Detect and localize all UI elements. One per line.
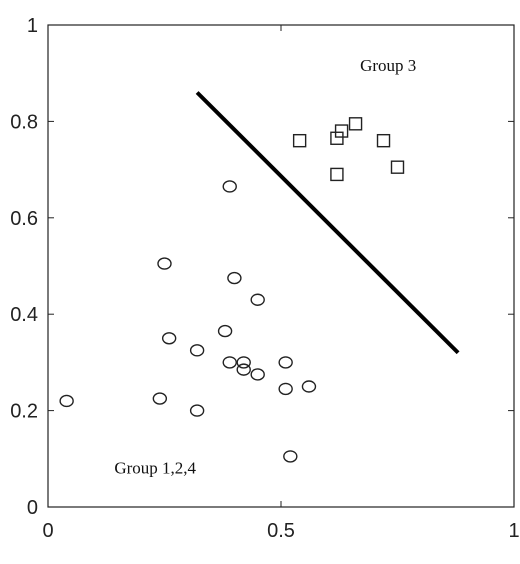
decision-boundary-line [195, 91, 460, 355]
data-point-square [330, 131, 344, 145]
x-tick-label: 0.5 [267, 520, 295, 542]
group-annotation: Group 1,2,4 [114, 458, 196, 477]
plot-area [47, 24, 515, 508]
y-tick-label: 1 [27, 15, 38, 37]
data-point-square [376, 133, 391, 148]
x-tick-label: 0 [42, 520, 53, 542]
data-point-circle [189, 404, 205, 417]
group-annotation: Group 3 [360, 56, 416, 75]
data-point-circle [157, 257, 172, 270]
data-point-circle [301, 380, 317, 393]
data-point-circle [250, 293, 265, 306]
axis-labels: 0 0.5 1 0 0.2 0.4 0.6 0.8 1 [10, 15, 519, 542]
y-tick-label: 0.8 [10, 111, 38, 133]
points-layer [59, 117, 405, 463]
y-tick-label: 0.2 [10, 401, 38, 423]
data-point-square [390, 160, 405, 174]
data-point-square [334, 124, 349, 138]
data-point-circle [250, 368, 265, 381]
data-point-circle [152, 392, 168, 405]
data-point-circle [217, 324, 233, 338]
data-point-square [292, 133, 307, 148]
y-tick-label: 0 [27, 497, 38, 519]
data-point-circle [236, 363, 251, 376]
data-point-circle [222, 180, 237, 193]
data-point-circle [283, 450, 298, 463]
data-point-circle [189, 344, 205, 357]
plot-frame [47, 24, 515, 508]
x-tick-label: 1 [508, 520, 519, 542]
data-point-circle [161, 332, 177, 345]
data-point-circle [278, 356, 293, 369]
data-point-circle [236, 356, 251, 369]
data-point-circle [227, 271, 242, 285]
separator-lines [195, 91, 460, 355]
y-tick-label: 0.4 [10, 304, 38, 326]
data-point-square [330, 167, 344, 182]
data-point-circle [278, 382, 293, 396]
data-point-circle [59, 394, 74, 408]
annotations-layer: Group 3 Group 1,2,4 [114, 56, 416, 477]
data-point-square [348, 117, 363, 131]
y-tick-label: 0.6 [10, 208, 38, 230]
data-point-circle [222, 356, 237, 369]
